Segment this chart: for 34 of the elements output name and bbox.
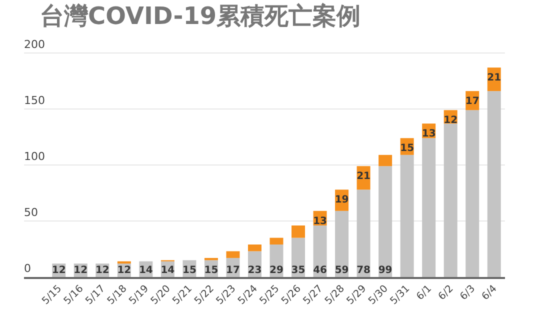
data-label: 35 bbox=[291, 265, 306, 276]
data-label: 12 bbox=[74, 265, 88, 276]
data-label: 12 bbox=[117, 265, 132, 276]
data-label: 99 bbox=[378, 265, 392, 276]
data-label: 12 bbox=[95, 265, 110, 276]
data-label: 21 bbox=[356, 171, 371, 182]
data-label: 17 bbox=[226, 265, 240, 276]
data-label: 14 bbox=[160, 265, 175, 276]
y-tick-label: 100 bbox=[24, 150, 45, 163]
data-label: 15 bbox=[204, 265, 218, 276]
data-label: 12 bbox=[444, 115, 458, 126]
x-tick-label: 6/2 bbox=[436, 283, 456, 302]
data-label: 59 bbox=[334, 265, 349, 276]
data-label: 17 bbox=[465, 96, 480, 108]
data-label: 46 bbox=[313, 265, 328, 276]
x-tick-label: 6/3 bbox=[458, 283, 478, 302]
data-label: 15 bbox=[400, 143, 414, 154]
x-tick-label: 6/1 bbox=[414, 283, 434, 302]
data-label: 23 bbox=[248, 265, 262, 276]
data-label: 19 bbox=[334, 194, 349, 206]
data-label: 14 bbox=[138, 265, 153, 276]
data-label: 13 bbox=[313, 216, 328, 227]
data-label: 12 bbox=[52, 265, 66, 276]
x-tick-label: 6/4 bbox=[480, 283, 500, 302]
data-label: 21 bbox=[487, 72, 502, 84]
data-label: 29 bbox=[270, 265, 284, 276]
data-label: 15 bbox=[182, 265, 196, 276]
y-tick-label: 200 bbox=[24, 38, 45, 51]
y-tick-label: 150 bbox=[24, 94, 45, 107]
data-label: 13 bbox=[422, 128, 436, 140]
data-label: 78 bbox=[356, 265, 371, 276]
y-tick-label: 0 bbox=[24, 262, 31, 275]
y-tick-label: 50 bbox=[24, 206, 38, 219]
chart-title: 台灣COVID-19累積死亡案例 bbox=[40, 2, 361, 30]
